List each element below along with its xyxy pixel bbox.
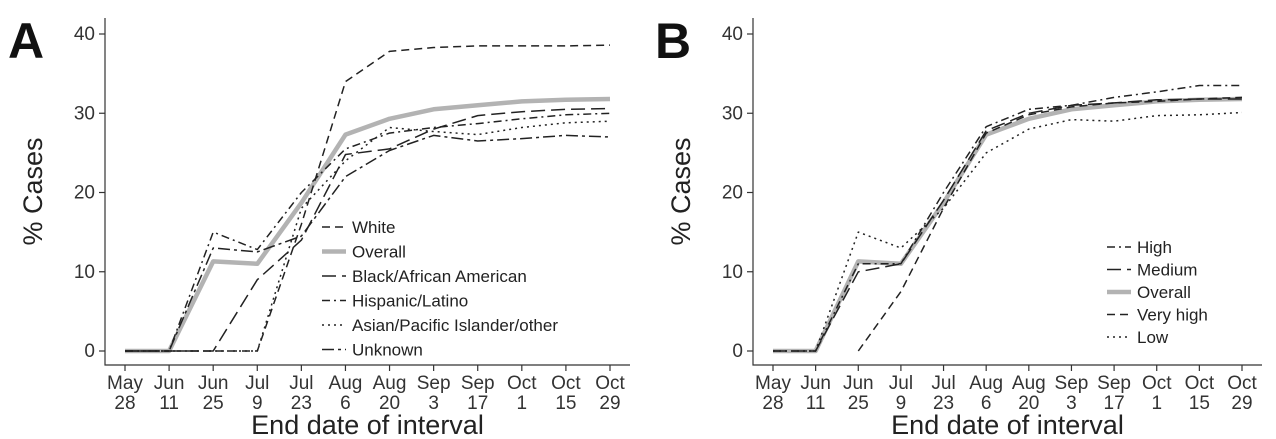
x-tick-label: 11	[159, 393, 179, 414]
series-line	[125, 107, 611, 352]
x-tick-label: 15	[555, 393, 576, 414]
series-line	[125, 96, 611, 354]
axis-lines	[752, 18, 1262, 366]
x-tick-label: Sep	[1055, 373, 1089, 394]
x-tick-label: Jul	[245, 373, 269, 394]
y-tick-label: 30	[722, 103, 743, 124]
legend-label: Low	[1137, 328, 1169, 347]
x-tick-label: Oct	[1142, 373, 1172, 394]
x-tick-label: Jul	[931, 373, 955, 394]
legend-label: Unknown	[352, 341, 423, 360]
x-tick-label: Jun	[843, 373, 874, 394]
x-tick-label: Sep	[417, 373, 451, 394]
y-tick-label: 0	[84, 341, 95, 362]
x-tick-label: Jul	[889, 373, 913, 394]
chart-panel-a: A010203040May28Jun11Jun25Jul9Jul23Aug6Au…	[8, 13, 630, 439]
x-axis-label: End date of interval	[891, 410, 1124, 439]
legend-label: Black/African American	[352, 267, 527, 286]
x-tick-label: 1	[517, 393, 528, 414]
x-tick-label: 25	[848, 393, 869, 414]
x-tick-label: 9	[896, 393, 907, 414]
y-tick-label: 40	[722, 24, 743, 45]
x-tick-label: 11	[806, 393, 826, 414]
x-tick-label: 3	[1066, 393, 1077, 414]
y-axis-label: % Cases	[666, 137, 696, 245]
y-tick-label: 40	[74, 24, 95, 45]
x-tick-label: Jul	[289, 373, 313, 394]
x-tick-label: Oct	[551, 373, 581, 394]
x-tick-label: 9	[252, 393, 263, 414]
x-tick-label: Sep	[1097, 373, 1131, 394]
x-tick-label: 25	[203, 393, 224, 414]
legend-label: Overall	[352, 243, 406, 262]
series-line	[125, 112, 611, 352]
x-tick-label: Jun	[154, 373, 185, 394]
x-axis-label: End date of interval	[251, 410, 484, 439]
x-tick-label: 20	[379, 393, 400, 414]
legend-label: Asian/Pacific Islander/other	[352, 316, 558, 335]
y-axis-label: % Cases	[18, 137, 48, 245]
x-tick-label: 29	[599, 393, 620, 414]
x-tick-label: Aug	[373, 373, 407, 394]
x-tick-label: 1	[1151, 393, 1162, 414]
series-line	[773, 84, 1242, 352]
x-tick-label: Oct	[595, 373, 625, 394]
legend-label: Hispanic/Latino	[352, 292, 468, 311]
series-line	[773, 111, 1243, 352]
x-tick-label: 15	[1189, 393, 1210, 414]
x-tick-label: 23	[933, 393, 954, 414]
legend-label: Medium	[1137, 261, 1197, 280]
x-tick-label: Jun	[198, 373, 229, 394]
y-tick-label: 10	[722, 262, 743, 283]
x-tick-label: 20	[1018, 393, 1039, 414]
x-tick-label: Oct	[1185, 373, 1215, 394]
x-tick-label: Oct	[507, 373, 537, 394]
x-tick-label: Aug	[1012, 373, 1046, 394]
y-tick-label: 20	[74, 183, 95, 204]
axis-lines	[104, 18, 630, 366]
y-tick-label: 30	[74, 103, 95, 124]
legend-label: High	[1137, 238, 1172, 257]
x-tick-label: Oct	[1227, 373, 1257, 394]
y-tick-label: 10	[74, 262, 95, 283]
x-tick-label: May	[755, 373, 791, 394]
series-line	[125, 134, 611, 352]
chart-panel-b: B010203040May28Jun11Jun25Jul9Jul23Aug6Au…	[655, 13, 1262, 439]
x-tick-label: 28	[114, 393, 135, 414]
x-tick-label: 3	[428, 393, 439, 414]
x-tick-label: Aug	[969, 373, 1003, 394]
x-tick-label: Sep	[461, 373, 495, 394]
x-tick-label: 17	[467, 393, 488, 414]
series-line	[857, 96, 1243, 352]
legend-label: Very high	[1137, 306, 1208, 325]
x-tick-label: 23	[291, 393, 312, 414]
x-tick-label: 6	[340, 393, 351, 414]
panel-letter: A	[8, 13, 44, 69]
y-tick-label: 20	[722, 183, 743, 204]
x-tick-label: Jun	[800, 373, 831, 394]
y-tick-label: 0	[732, 341, 743, 362]
x-tick-label: 28	[762, 393, 783, 414]
x-tick-label: Aug	[329, 373, 363, 394]
legend-label: White	[352, 218, 395, 237]
x-tick-label: 17	[1104, 393, 1125, 414]
legend-label: Overall	[1137, 283, 1191, 302]
x-tick-label: May	[107, 373, 143, 394]
x-tick-label: 6	[981, 393, 992, 414]
x-tick-label: 29	[1231, 393, 1252, 414]
panel-letter: B	[655, 13, 691, 69]
